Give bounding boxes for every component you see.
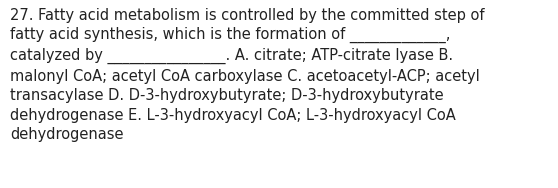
- Text: 27. Fatty acid metabolism is controlled by the committed step of
fatty acid synt: 27. Fatty acid metabolism is controlled …: [10, 8, 484, 142]
